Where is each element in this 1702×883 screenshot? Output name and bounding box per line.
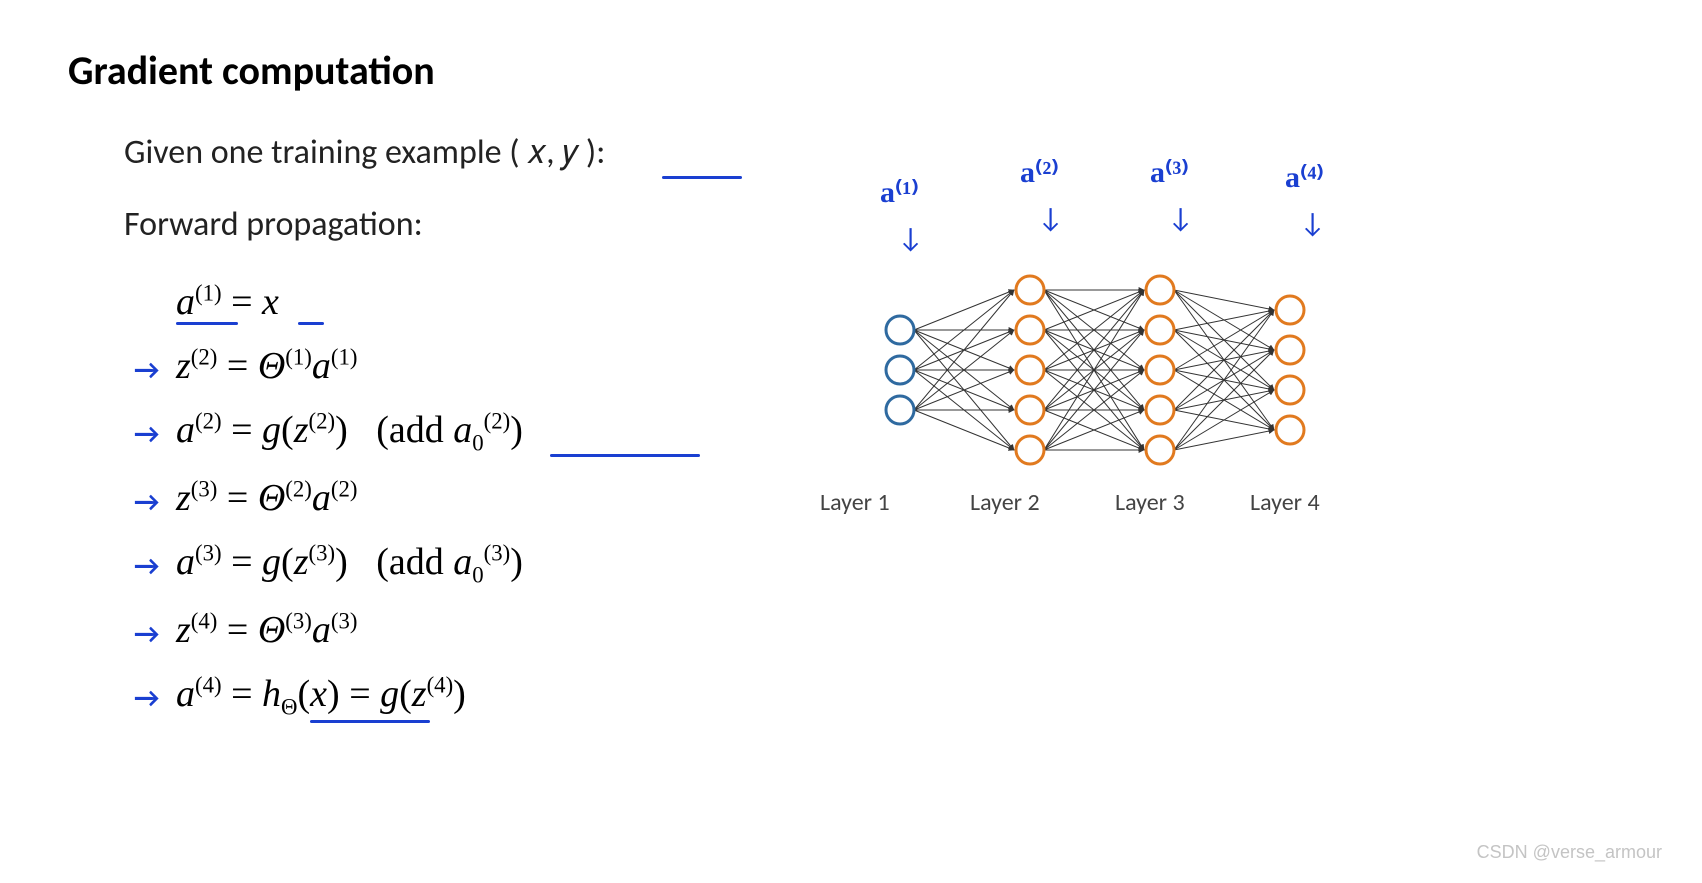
nn-node xyxy=(1146,356,1174,384)
handwritten-arrow-icon: → xyxy=(134,680,159,715)
handwritten-arrow-icon: → xyxy=(134,484,159,519)
equation-eq3: a(2) = g(z(2)) (add a0(2)) xyxy=(176,408,523,457)
handwritten-arrow-icon: → xyxy=(134,548,159,583)
nn-node xyxy=(886,316,914,344)
down-arrow-icon: ↓ xyxy=(1300,205,1325,240)
activation-annotation: a⁽²⁾ xyxy=(1020,155,1059,190)
nn-node xyxy=(1016,356,1044,384)
handwritten-arrow-icon: → xyxy=(134,616,159,651)
annotation-underline xyxy=(662,176,742,179)
layer-label: Layer 3 xyxy=(1115,488,1185,517)
annotation-underline xyxy=(176,322,238,325)
equation-eq7: a(4) = hΘ(x) = g(z(4)) xyxy=(176,672,466,721)
nn-node xyxy=(886,396,914,424)
annotation-underline xyxy=(550,454,700,457)
watermark-text: CSDN @verse_armour xyxy=(1477,842,1662,863)
nn-node xyxy=(1146,276,1174,304)
nn-node xyxy=(1016,436,1044,464)
annotation-underline xyxy=(298,322,324,325)
equation-eq4: z(3) = Θ(2)a(2) xyxy=(176,476,357,520)
activation-annotation: a⁽¹⁾ xyxy=(880,175,919,210)
nn-node xyxy=(1016,276,1044,304)
nn-node xyxy=(1016,316,1044,344)
nn-node xyxy=(1016,396,1044,424)
activation-annotation: a⁽⁴⁾ xyxy=(1285,160,1324,195)
down-arrow-icon: ↓ xyxy=(1038,200,1063,235)
nn-node xyxy=(886,356,914,384)
nn-node xyxy=(1276,416,1304,444)
equation-eq6: z(4) = Θ(3)a(3) xyxy=(176,608,357,652)
down-arrow-icon: ↓ xyxy=(898,220,923,255)
page-title: Gradient computation xyxy=(68,46,435,95)
equation-eq5: a(3) = g(z(3)) (add a0(3)) xyxy=(176,540,523,589)
activation-annotation: a⁽³⁾ xyxy=(1150,155,1189,190)
layer-label: Layer 1 xyxy=(820,488,890,517)
text-given: Given one training example ( 𝑥, 𝑦 ): xyxy=(124,132,605,173)
equation-eq1: a(1) = x xyxy=(176,280,279,324)
nn-node xyxy=(1146,396,1174,424)
nn-node xyxy=(1276,376,1304,404)
nn-node xyxy=(1276,296,1304,324)
nn-node xyxy=(1276,336,1304,364)
handwritten-arrow-icon: → xyxy=(134,416,159,451)
layer-label: Layer 4 xyxy=(1250,488,1320,517)
nn-node xyxy=(1146,436,1174,464)
layer-label: Layer 2 xyxy=(970,488,1040,517)
handwritten-arrow-icon: → xyxy=(134,352,159,387)
neural-network-diagram xyxy=(830,250,1350,490)
equation-eq2: z(2) = Θ(1)a(1) xyxy=(176,344,357,388)
text-forward-prop: Forward propagation: xyxy=(124,204,423,245)
annotation-underline xyxy=(310,720,430,723)
down-arrow-icon: ↓ xyxy=(1168,200,1193,235)
nn-node xyxy=(1146,316,1174,344)
